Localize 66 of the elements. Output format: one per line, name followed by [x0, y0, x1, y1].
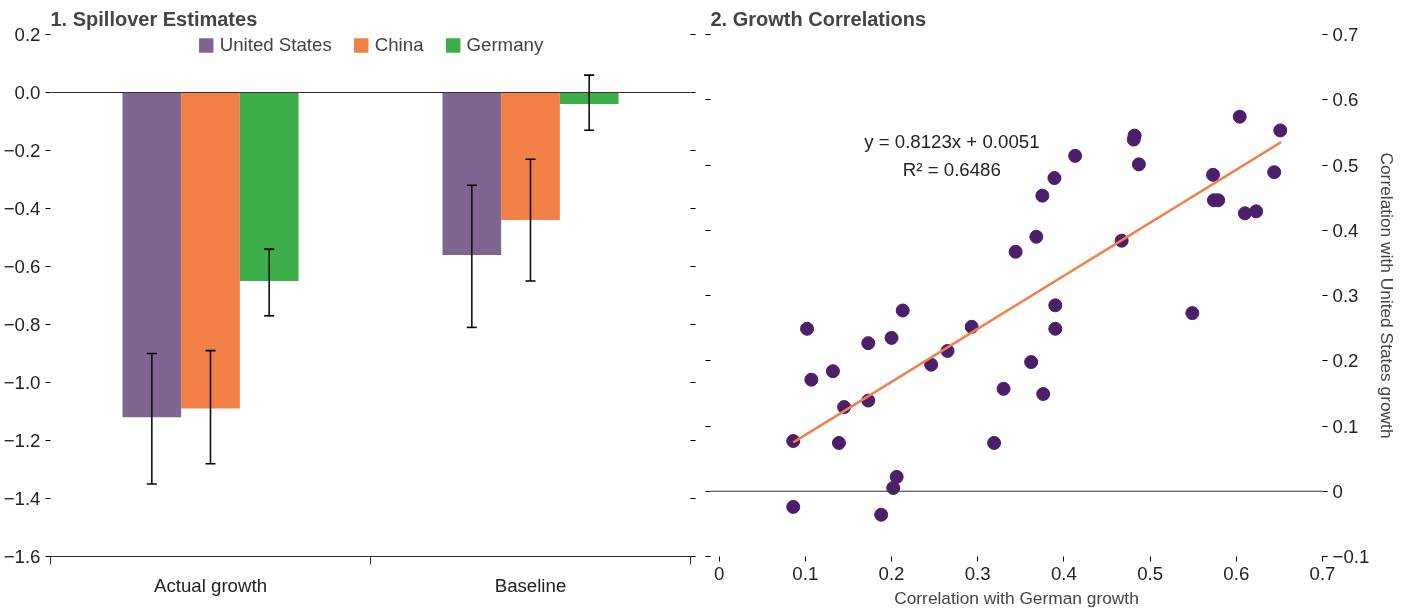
point	[1273, 123, 1288, 138]
annotation: y = 0.8123x + 0.0051	[864, 130, 1040, 152]
point	[1232, 109, 1247, 124]
point	[1048, 321, 1063, 336]
x-tick-label: 0.6	[1223, 562, 1250, 584]
point	[1206, 167, 1221, 182]
y-tick-label: 0.7	[1332, 24, 1359, 45]
chart-title: 2. Growth Correlations	[710, 7, 927, 30]
legend-label: United States	[219, 34, 332, 56]
point	[1267, 165, 1282, 180]
point	[874, 507, 889, 522]
point	[1024, 355, 1039, 370]
point	[1048, 298, 1063, 313]
point	[996, 381, 1011, 396]
x-tick-label: Baseline	[494, 574, 567, 596]
x-tick-label: 0.5	[1137, 562, 1164, 584]
y-tick-label: −0.4	[3, 198, 41, 219]
point	[786, 499, 801, 514]
point	[861, 336, 876, 351]
y-tick-label: 0.6	[1332, 89, 1359, 111]
y-tick-label: 0	[1332, 480, 1343, 502]
x-tick-label: 0.4	[1050, 562, 1077, 584]
point	[1036, 387, 1051, 402]
annotation: R² = 0.6486	[902, 159, 1001, 181]
point	[1249, 204, 1264, 219]
y-tick-label: 0.2	[1332, 350, 1359, 372]
point	[1029, 229, 1044, 244]
y-tick-label: −1.0	[3, 372, 41, 393]
y-tick-label: −1.2	[3, 430, 41, 451]
point	[1008, 244, 1023, 259]
x-tick-label: 0.1	[792, 562, 819, 584]
y-tick-label: 0.3	[1332, 285, 1359, 306]
chart-title: 1. Spillover Estimates	[50, 7, 258, 30]
point	[800, 321, 815, 336]
y-tick-label: 0.0	[14, 82, 41, 103]
legend-label: China	[374, 34, 424, 56]
y-tick-label: −1.6	[3, 546, 41, 567]
point	[987, 435, 1002, 450]
x-tick-label: 0.3	[964, 562, 991, 584]
y-axis-title: Correlation with United States growth	[1377, 152, 1398, 439]
x-tick-label: 0.2	[878, 562, 905, 584]
point	[884, 330, 899, 345]
y-tick-label: −1.4	[3, 488, 41, 509]
y-tick-label: −0.6	[3, 256, 41, 277]
point	[1131, 157, 1146, 172]
point	[831, 435, 846, 450]
point	[804, 372, 819, 387]
point	[924, 357, 939, 372]
point	[1035, 188, 1050, 203]
point	[889, 469, 904, 484]
y-tick-label: 0.5	[1332, 154, 1359, 176]
x-tick-label: Actual growth	[153, 574, 268, 596]
legend-label: Germany	[466, 34, 544, 56]
point	[895, 303, 910, 318]
y-tick-label: 0.1	[1332, 415, 1359, 437]
y-tick-label: 0.2	[14, 24, 41, 45]
point	[1068, 148, 1083, 163]
point	[1047, 171, 1062, 186]
y-tick-label: −0.2	[3, 140, 41, 161]
point	[1237, 206, 1252, 221]
point	[1185, 306, 1200, 321]
y-tick-label: 0.4	[1332, 219, 1359, 241]
y-tick-label: −0.8	[3, 314, 41, 335]
x-axis-title: Correlation with German growth	[894, 587, 1139, 608]
x-tick-label: 0	[713, 562, 725, 584]
point	[825, 364, 840, 379]
